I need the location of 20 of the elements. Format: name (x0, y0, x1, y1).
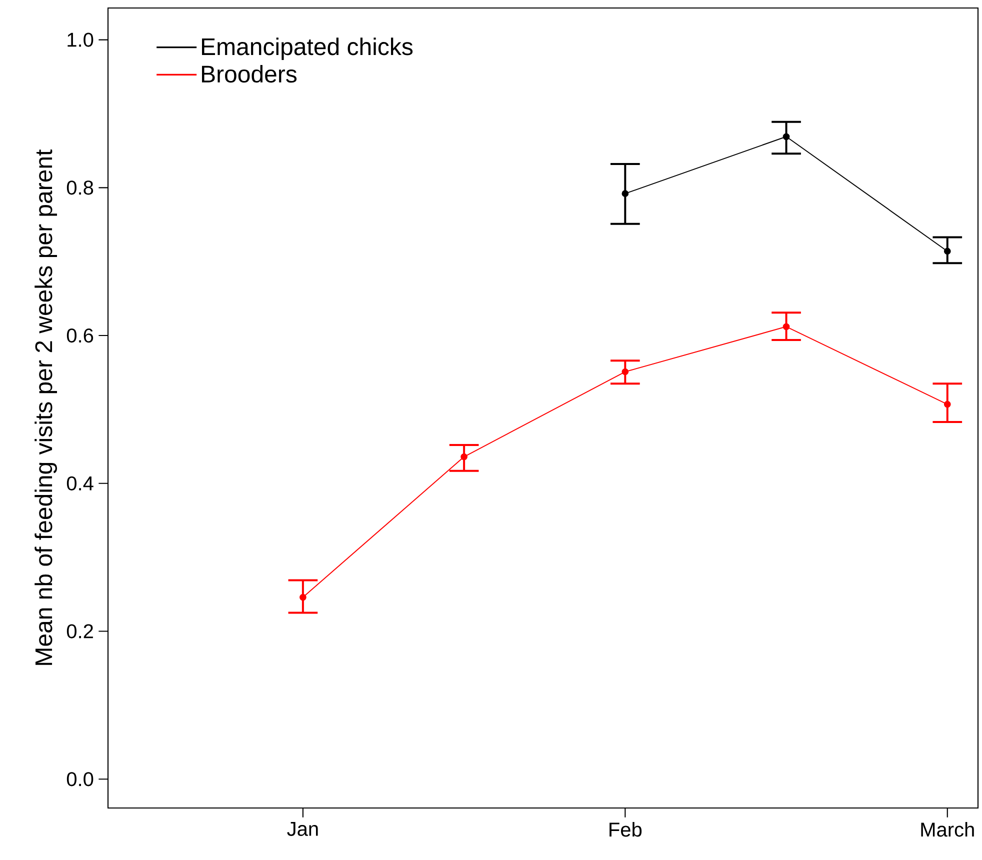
point (622, 190, 629, 198)
y-tick-label: 1.0 (68, 32, 94, 47)
y-tick-label: 0.6 (66, 328, 94, 343)
y-axis-title: Mean nb of feeding visits per 2 weeks per parent (34, 149, 57, 665)
x-tick-label: Jan (287, 822, 318, 836)
point (944, 400, 951, 408)
y-tick-label: 0.2 (66, 624, 93, 638)
point (300, 594, 306, 601)
y-tick-label: 0.0 (66, 772, 94, 786)
x-tick-label: Feb (610, 822, 642, 837)
y-tick-label: 0.4 (66, 476, 94, 490)
point (944, 248, 951, 255)
point (782, 133, 790, 140)
legend-label: Emancipated chicks (202, 38, 413, 60)
y-tick-label: 0.8 (66, 180, 94, 195)
legend-label: Brooders (202, 64, 297, 83)
x-tick-label: March (921, 822, 974, 837)
point (460, 453, 468, 460)
point (782, 323, 790, 330)
point (622, 368, 629, 376)
